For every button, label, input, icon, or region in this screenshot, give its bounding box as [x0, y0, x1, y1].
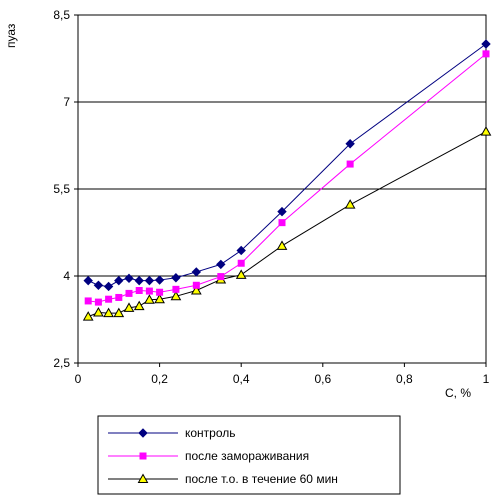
y-tick-label: 2,5 — [53, 356, 70, 370]
y-axis-ticks: 2,5 4 5,5 7 8,5 — [53, 8, 78, 370]
data-point-square — [482, 50, 490, 58]
x-tick-label: 0,8 — [396, 372, 413, 386]
x-tick-label: 0,2 — [151, 372, 168, 386]
legend-label: после т.о. в течение 60 мин — [185, 472, 338, 486]
data-point-triangle — [123, 302, 135, 312]
data-point-triangle — [190, 284, 202, 295]
x-tick-label: 0 — [75, 372, 82, 386]
data-point-diamond — [124, 273, 134, 284]
data-point-diamond — [277, 206, 287, 217]
data-point-square — [145, 287, 153, 295]
legend-marker-diamond — [138, 428, 148, 438]
gridlines — [78, 14, 486, 364]
data-point-triangle — [276, 240, 288, 250]
data-point-diamond — [216, 259, 226, 270]
data-point-square — [192, 281, 200, 289]
data-point-triangle — [103, 307, 114, 318]
y-tick-label: 4 — [63, 269, 70, 283]
data-point-diamond — [103, 281, 114, 292]
x-tick-label: 0,4 — [233, 372, 250, 386]
data-point-diamond — [171, 273, 181, 283]
data-point-diamond — [93, 280, 104, 290]
legend-marker-triangle — [137, 473, 149, 483]
x-tick-label: 1 — [483, 372, 490, 386]
data-point-triangle — [344, 199, 356, 209]
series-layer — [82, 39, 492, 321]
data-point-square — [346, 160, 354, 168]
data-point-square — [172, 285, 180, 293]
series-diamond — [83, 39, 491, 292]
data-point-triangle — [113, 307, 125, 318]
data-point-diamond — [144, 275, 155, 286]
data-point-triangle — [480, 126, 492, 136]
data-point-diamond — [236, 245, 246, 256]
series-line — [88, 53, 487, 303]
data-point-square — [217, 273, 225, 281]
x-tick-label: 0,6 — [314, 372, 331, 386]
y-tick-label: 8,5 — [53, 8, 70, 22]
legend-marker-square — [139, 452, 147, 460]
data-point-triangle — [154, 293, 165, 304]
y-tick-label: 7 — [63, 95, 70, 109]
data-point-square — [125, 289, 133, 297]
data-point-diamond — [114, 275, 124, 286]
legend-label: после замораживания — [185, 449, 309, 463]
data-point-triangle — [170, 290, 182, 301]
data-point-triangle — [144, 294, 155, 304]
data-point-triangle — [235, 269, 247, 279]
data-point-square — [105, 295, 113, 303]
data-point-diamond — [481, 39, 491, 49]
series-line — [87, 43, 487, 287]
data-point-square — [135, 287, 143, 294]
data-point-square — [115, 293, 123, 301]
data-point-square — [84, 297, 92, 305]
data-point-diamond — [191, 267, 202, 277]
data-point-diamond — [345, 139, 355, 149]
series-triangle — [82, 126, 492, 321]
data-point-square — [156, 288, 164, 296]
data-point-triangle — [82, 311, 94, 321]
data-point-square — [237, 259, 245, 267]
data-point-diamond — [83, 275, 93, 286]
data-point-triangle — [133, 300, 145, 311]
legend-label: контроль — [185, 426, 236, 440]
data-point-diamond — [134, 275, 144, 286]
x-axis-ticks: 0 0,2 0,4 0,6 0,8 1 — [75, 363, 490, 386]
legend-frame — [97, 415, 401, 495]
data-point-diamond — [154, 275, 165, 285]
legend: контроль после замораживания после т.о. в … — [97, 415, 401, 495]
data-point-square — [94, 298, 102, 306]
series-square — [84, 50, 490, 306]
data-point-square — [278, 219, 286, 227]
y-axis-title: пуаз — [4, 23, 18, 48]
data-point-triangle — [93, 307, 104, 317]
y-tick-label: 5,5 — [53, 182, 70, 196]
x-axis-title: C, % — [445, 386, 471, 400]
